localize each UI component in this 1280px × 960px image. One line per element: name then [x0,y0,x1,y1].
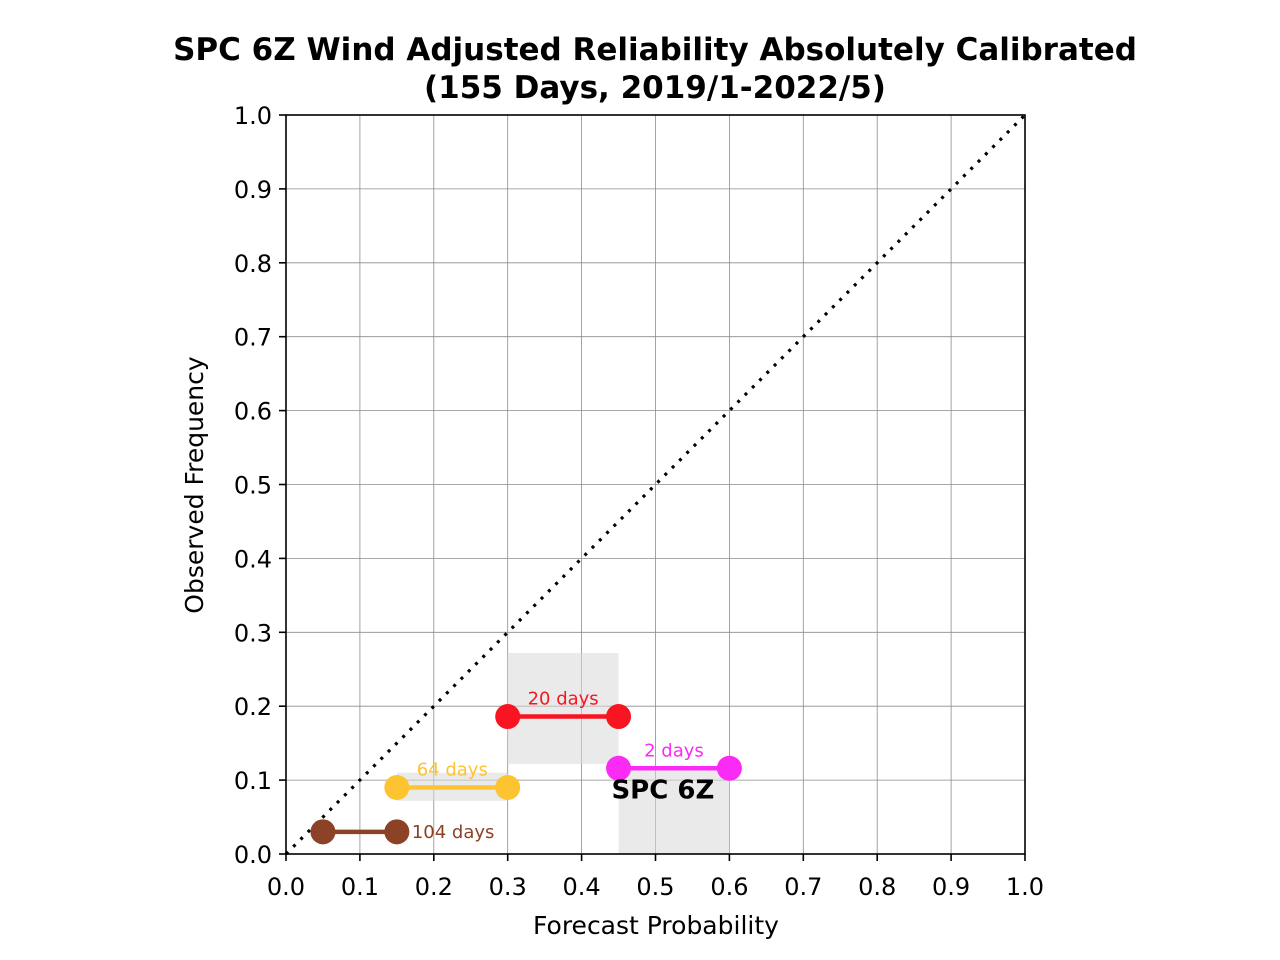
series-count-label: 20 days [528,689,599,710]
x-tick-label: 0.6 [710,873,748,901]
series-point [716,755,742,781]
x-tick-label: 0.7 [784,873,822,901]
x-tick-label: 0.4 [563,873,601,901]
series-point [606,755,632,781]
y-tick-label: 0.2 [234,693,272,721]
y-tick-label: 0.5 [234,472,272,500]
y-axis-ticks: 0.0 0.1 0.2 0.3 0.4 0.5 0.6 0.7 0.8 0.9 1.0 [234,102,286,869]
reliability-series: 104 days 64 days 20 days 2 days [310,689,742,845]
x-tick-label: 0.5 [636,873,674,901]
chart-title-line-2: (155 Days, 2019/1-2022/5) [424,70,886,106]
series-point [384,774,410,800]
observed-range-band [507,652,619,764]
series-point [384,819,410,845]
x-tick-label: 0.1 [341,873,379,901]
x-tick-label: 0.2 [415,873,453,901]
y-axis-label: Observed Frequency [180,356,209,614]
y-tick-label: 1.0 [234,102,272,130]
x-axis-label: Forecast Probability [533,911,779,940]
y-tick-label: 0.1 [234,767,272,795]
series-point [495,704,521,730]
y-tick-label: 0.6 [234,398,272,426]
series-count-label: 64 days [417,759,488,780]
series-point [606,704,632,730]
x-axis-ticks: 0.0 0.1 0.2 0.3 0.4 0.5 0.6 0.7 0.8 0.9 1.0 [267,854,1044,901]
x-tick-label: 0.8 [858,873,896,901]
x-tick-label: 0.9 [932,873,970,901]
model-annotation: SPC 6Z [611,776,714,806]
y-tick-label: 0.8 [234,250,272,278]
series-point [310,819,336,845]
observed-range-band [618,768,730,854]
y-tick-label: 0.9 [234,176,272,204]
x-tick-label: 1.0 [1006,873,1044,901]
y-tick-label: 0.7 [234,324,272,352]
series-point [495,774,521,800]
series-count-label: 104 days [412,822,495,843]
y-tick-label: 0.4 [234,545,272,573]
x-tick-label: 0.3 [489,873,527,901]
chart-title-line-1: SPC 6Z Wind Adjusted Reliability Absolut… [173,32,1137,68]
x-tick-label: 0.0 [267,873,305,901]
y-tick-label: 0.3 [234,619,272,647]
y-tick-label: 0.0 [234,841,272,869]
series-count-label: 2 days [644,740,704,761]
